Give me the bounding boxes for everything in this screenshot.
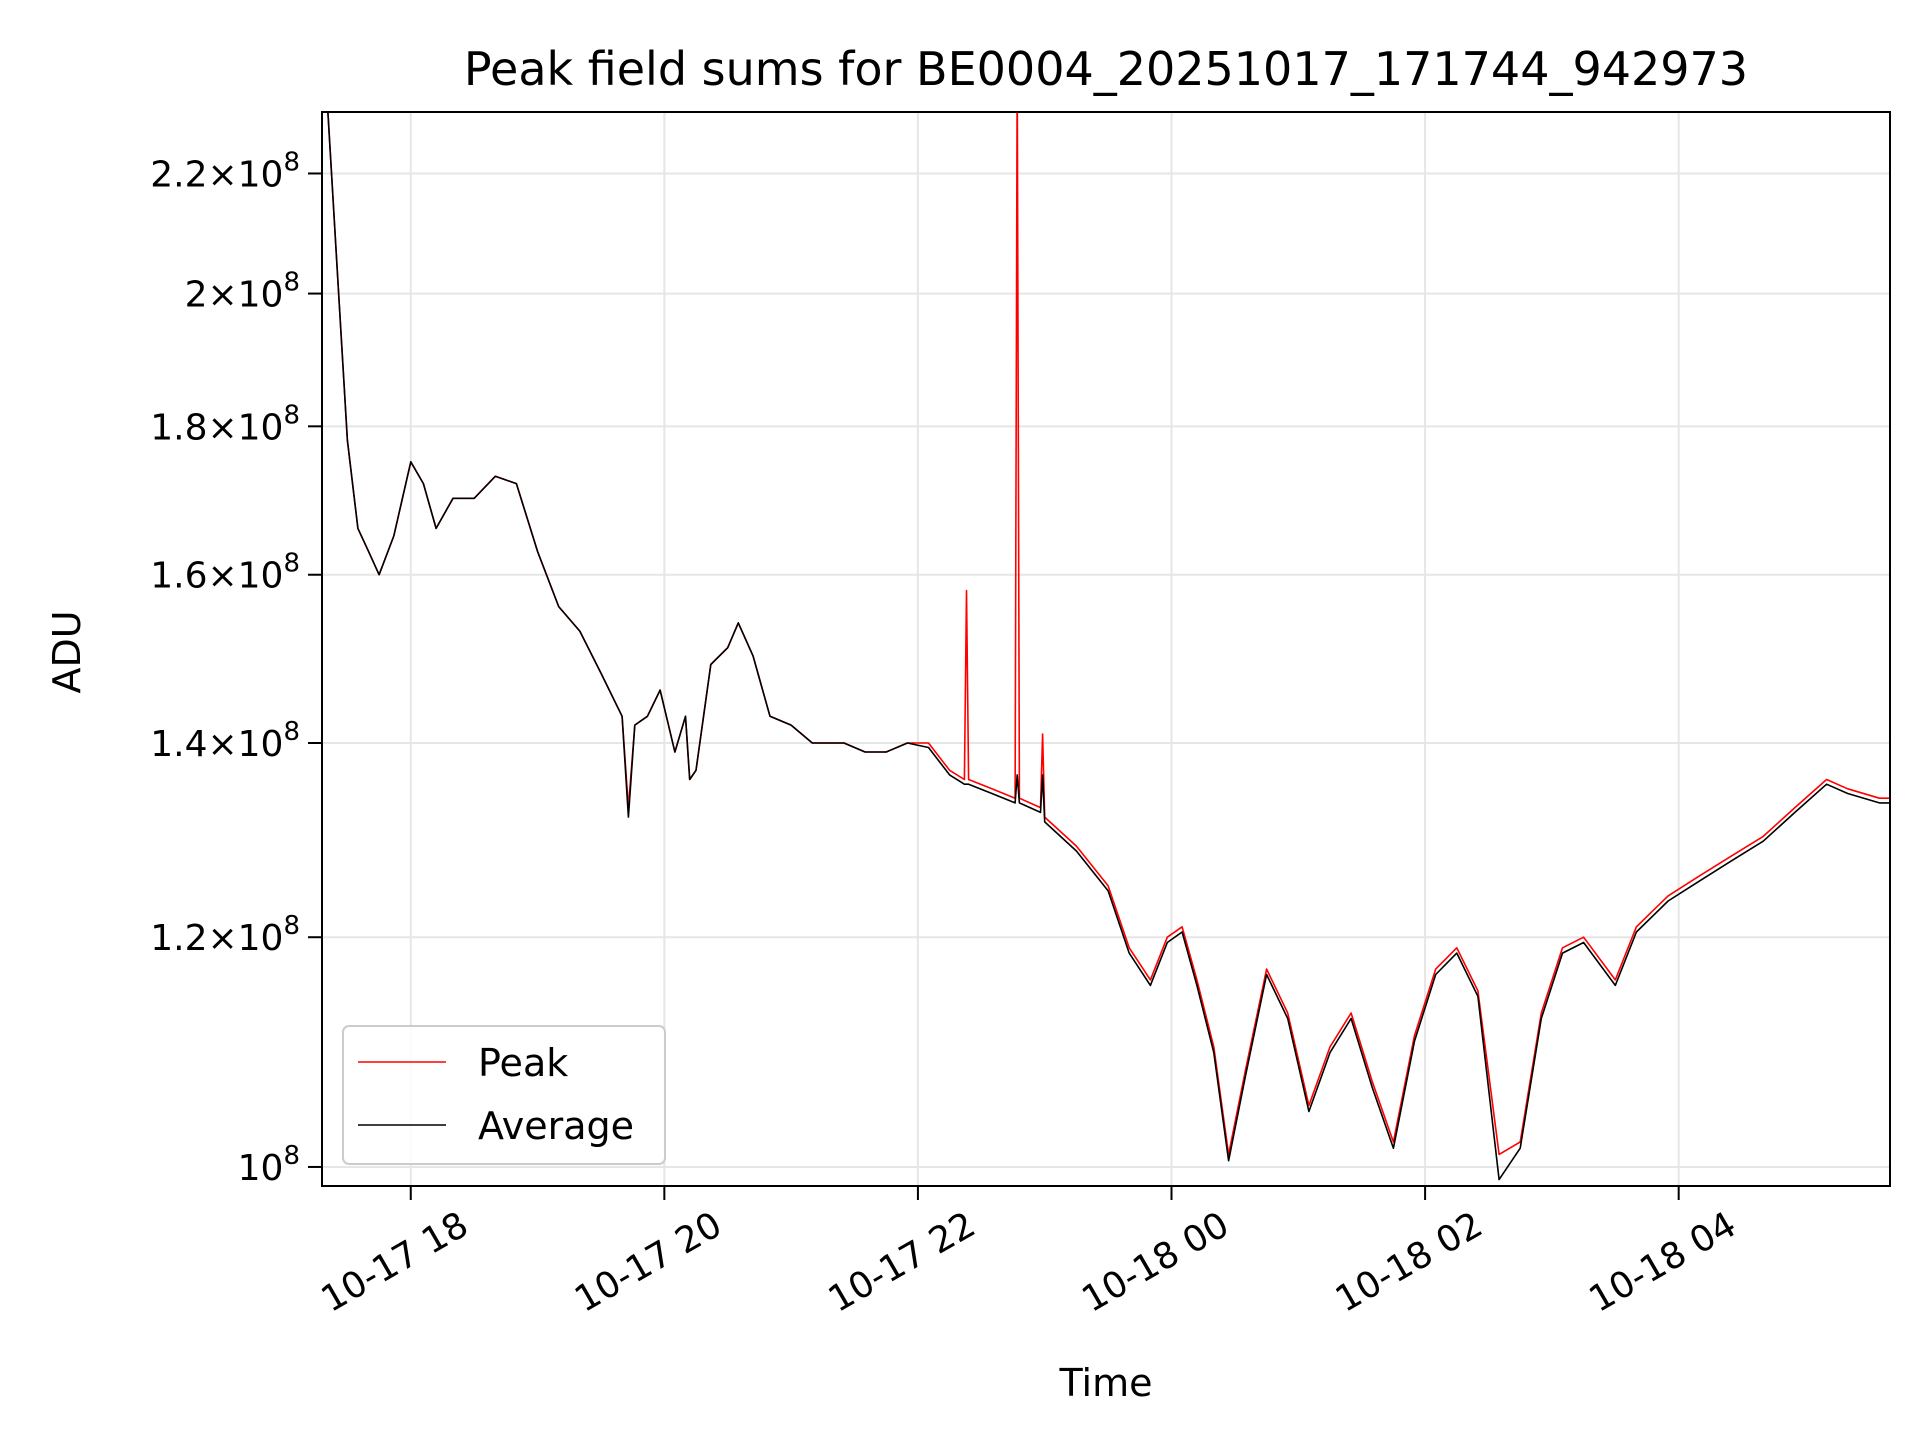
y-tick-exponent: 8 [283, 147, 300, 177]
legend-label-average: Average [478, 1104, 634, 1148]
y-tick-label: 2.2×108 [150, 147, 300, 195]
y-tick-mantissa: 1.4×10 [150, 724, 283, 765]
chart-title: Peak field sums for BE0004_20251017_1717… [464, 42, 1748, 96]
y-tick-mantissa: 1.6×10 [150, 556, 283, 597]
y-tick-exponent: 8 [283, 717, 300, 747]
x-axis-label: Time [1059, 1361, 1153, 1405]
plot-frame [321, 111, 1891, 1187]
y-tick-exponent: 8 [283, 1141, 300, 1171]
legend-label-peak: Peak [478, 1041, 568, 1085]
series-line-average [327, 112, 1890, 1181]
legend: Peak Average [342, 1025, 666, 1165]
y-tick-label: 1.4×108 [150, 717, 300, 765]
y-tick-mantissa: 2×10 [185, 275, 284, 316]
y-tick-mantissa: 2.2×10 [150, 154, 283, 195]
y-tick-label: 1.6×108 [150, 549, 300, 597]
legend-box [342, 1025, 666, 1165]
y-tick-mantissa: 10 [238, 1148, 284, 1189]
y-tick-exponent: 8 [283, 911, 300, 941]
y-tick-label: 108 [238, 1141, 300, 1189]
y-tick-exponent: 8 [283, 268, 300, 298]
gridlines [322, 112, 1890, 1186]
y-tick-exponent: 8 [283, 549, 300, 579]
series-layer [327, 112, 1890, 1181]
y-tick-exponent: 8 [283, 400, 300, 430]
y-tick-mantissa: 1.8×10 [150, 407, 283, 448]
y-tick-mantissa: 1.2×10 [150, 918, 283, 959]
y-tick-label: 1.8×108 [150, 400, 300, 448]
y-axis-label: ADU [45, 610, 89, 693]
y-axis-ticks: 1081.2×1081.4×1081.6×1081.8×1082×1082.2×… [150, 147, 322, 1189]
y-tick-label: 2×108 [185, 268, 300, 316]
y-tick-label: 1.2×108 [150, 911, 300, 959]
